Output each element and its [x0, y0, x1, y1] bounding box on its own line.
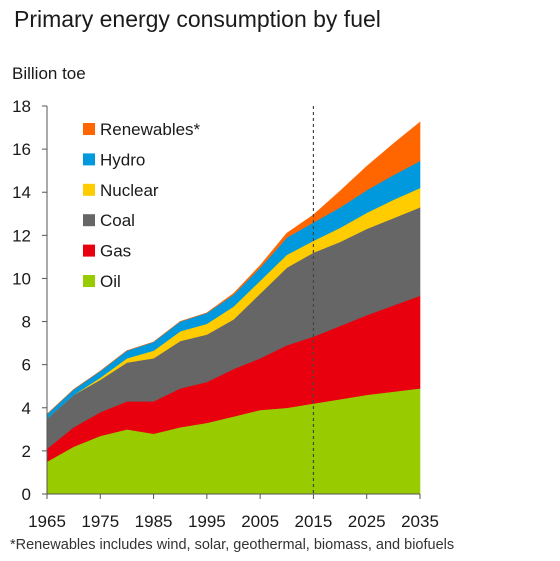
legend-swatch-renewables	[83, 123, 95, 135]
legend-swatch-gas	[83, 244, 95, 257]
y-axis-label: Billion toe	[12, 64, 86, 83]
y-tick-label: 14	[12, 183, 31, 202]
legend-label-nuclear: Nuclear	[100, 181, 159, 200]
legend-swatch-coal	[83, 214, 95, 227]
y-tick-label: 10	[12, 269, 31, 288]
legend-label-renewables: Renewables*	[100, 120, 201, 139]
y-tick-label: 2	[22, 442, 31, 461]
legend-swatch-nuclear	[83, 183, 95, 196]
x-tick-label: 2035	[401, 512, 439, 531]
chart-title: Primary energy consumption by fuel	[14, 6, 381, 32]
area-renewables	[46, 121, 421, 415]
legend-label-hydro: Hydro	[100, 150, 145, 169]
y-tick-label: 12	[12, 226, 31, 245]
y-tick-label: 4	[22, 399, 31, 418]
x-tick-label: 1975	[81, 512, 119, 531]
y-tick-label: 8	[22, 313, 31, 332]
legend-swatch-oil	[83, 275, 95, 287]
legend-swatch-hydro	[83, 153, 95, 166]
legend-label-coal: Coal	[100, 211, 135, 230]
area-series-group	[46, 121, 421, 495]
y-tick-label: 0	[22, 485, 31, 504]
x-tick-label: 2025	[348, 512, 386, 531]
y-tick-label: 16	[12, 140, 31, 159]
legend: Renewables* Hydro Nuclear Coal Gas Oil	[83, 120, 201, 291]
y-tick-label: 6	[22, 356, 31, 375]
axes-group: 0 2 4 6 8 10 12 14 16 18 1965 1975 1985 1995 2005 2015 2…	[12, 97, 439, 531]
x-tick-label: 2015	[295, 512, 333, 531]
x-tick-label: 1985	[135, 512, 173, 531]
y-tick-label: 18	[12, 97, 31, 116]
footnote: *Renewables includes wind, solar, geothe…	[10, 537, 455, 553]
legend-label-oil: Oil	[100, 272, 121, 291]
x-tick-label: 2005	[241, 512, 279, 531]
x-tick-label: 1965	[28, 512, 66, 531]
legend-label-gas: Gas	[100, 242, 131, 261]
x-tick-label: 1995	[188, 512, 226, 531]
